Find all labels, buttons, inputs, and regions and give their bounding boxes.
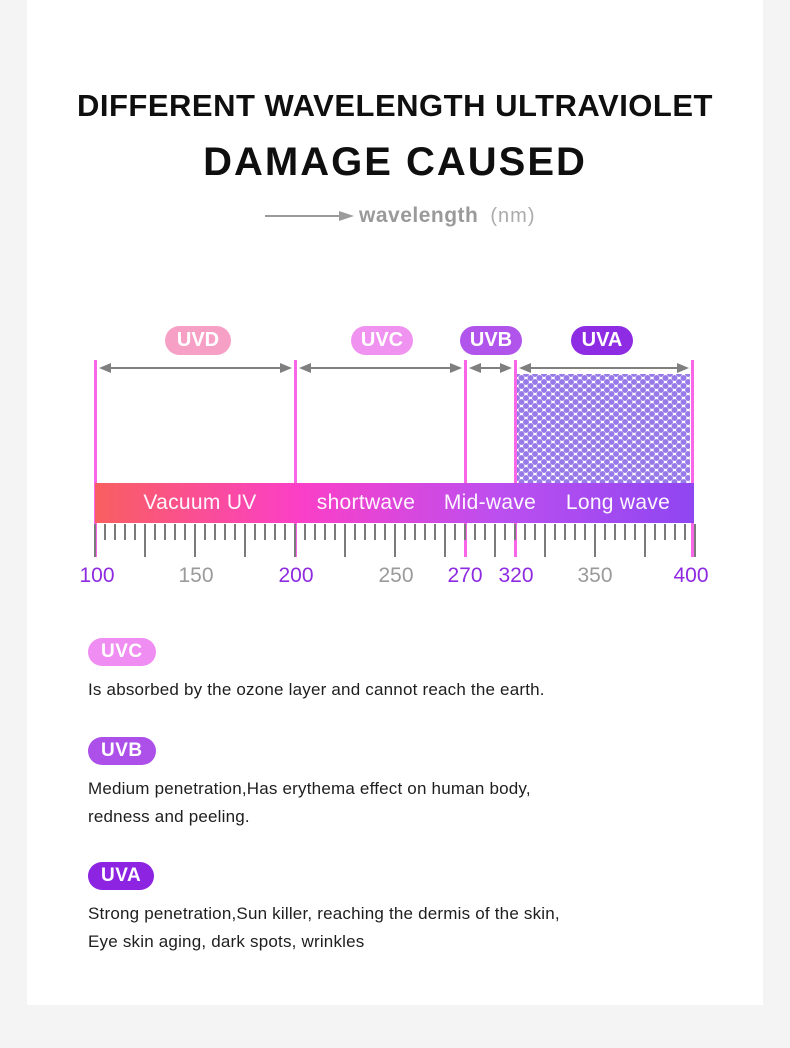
band-badge-uvd: UVD <box>165 326 231 355</box>
wavelength-axis: wavelength (nm) <box>265 203 535 229</box>
page-title-line1: DIFFERENT WAVELENGTH ULTRAVIOLET <box>77 88 713 123</box>
band-badge-uva: UVA <box>571 326 633 355</box>
scale-label-400: 400 <box>673 564 709 587</box>
arrow-left-icon <box>469 362 481 373</box>
axis-label: wavelength <box>359 204 479 227</box>
ruler-major-ticks <box>94 524 696 557</box>
bar-label-shortwave: shortwave <box>316 491 416 514</box>
arrow-shaft <box>481 366 500 369</box>
boundary-line-320nm <box>514 360 517 557</box>
arrow-shaft <box>531 366 677 369</box>
section-uvb: UVB Medium penetration,Has erythema effe… <box>88 737 708 831</box>
arrow-right-icon <box>280 362 292 373</box>
arrow-right-icon <box>677 362 689 373</box>
scale-label-150: 150 <box>178 564 214 587</box>
section-uvc: UVC Is absorbed by the ozone layer and c… <box>88 638 708 704</box>
boundary-line-270nm <box>464 360 467 557</box>
bar-label-vacuum-uv: Vacuum UV <box>143 491 257 514</box>
section-badge-uvb: UVB <box>88 737 156 765</box>
band-badge-uvc: UVC <box>351 326 413 355</box>
band-badge-uvb: UVB <box>460 326 522 355</box>
boundary-line-200nm <box>294 360 297 557</box>
scale-label-350: 350 <box>577 564 613 587</box>
scale-label-250: 250 <box>378 564 414 587</box>
scale-label-200: 200 <box>278 564 314 587</box>
page-title-line2: DAMAGE CAUSED <box>203 140 587 184</box>
scale-label-100: 100 <box>79 564 115 587</box>
bar-label-long-wave: Long wave <box>565 491 671 514</box>
arrow-left-icon <box>519 362 531 373</box>
section-badge-uva: UVA <box>88 862 155 890</box>
arrow-shaft <box>265 215 339 217</box>
bar-label-mid-wave: Mid-wave <box>443 491 537 514</box>
arrow-shaft <box>311 366 450 369</box>
range-arrow-uvd <box>99 361 292 374</box>
right-arrow-icon <box>339 211 354 221</box>
boundary-line-400nm <box>691 360 694 557</box>
range-arrow-uvb <box>469 361 512 374</box>
uva-dotted-region <box>517 374 690 483</box>
section-uva: UVA Strong penetration,Sun killer, reach… <box>88 862 708 956</box>
range-arrow-uva <box>519 361 689 374</box>
section-uvc-text-line1: Is absorbed by the ozone layer and canno… <box>88 680 545 699</box>
section-uvb-text-line2: redness and peeling. <box>88 807 250 826</box>
arrow-left-icon <box>99 362 111 373</box>
boundary-line-100nm <box>94 360 97 557</box>
arrow-right-icon <box>450 362 462 373</box>
spectrum-bar: Vacuum UV shortwave Mid-wave Long wave <box>95 483 694 523</box>
arrow-shaft <box>111 366 280 369</box>
section-uva-text-line1: Strong penetration,Sun killer, reaching … <box>88 904 560 923</box>
section-badge-uvc: UVC <box>88 638 156 666</box>
arrow-right-icon <box>500 362 512 373</box>
axis-unit: (nm) <box>490 204 536 227</box>
section-uvb-text-line1: Medium penetration,Has erythema effect o… <box>88 779 531 798</box>
range-arrow-uvc <box>299 361 462 374</box>
section-uva-text-line2: Eye skin aging, dark spots, wrinkles <box>88 932 365 951</box>
scale-label-320: 320 <box>498 564 534 587</box>
arrow-left-icon <box>299 362 311 373</box>
scale-label-270: 270 <box>447 564 483 587</box>
